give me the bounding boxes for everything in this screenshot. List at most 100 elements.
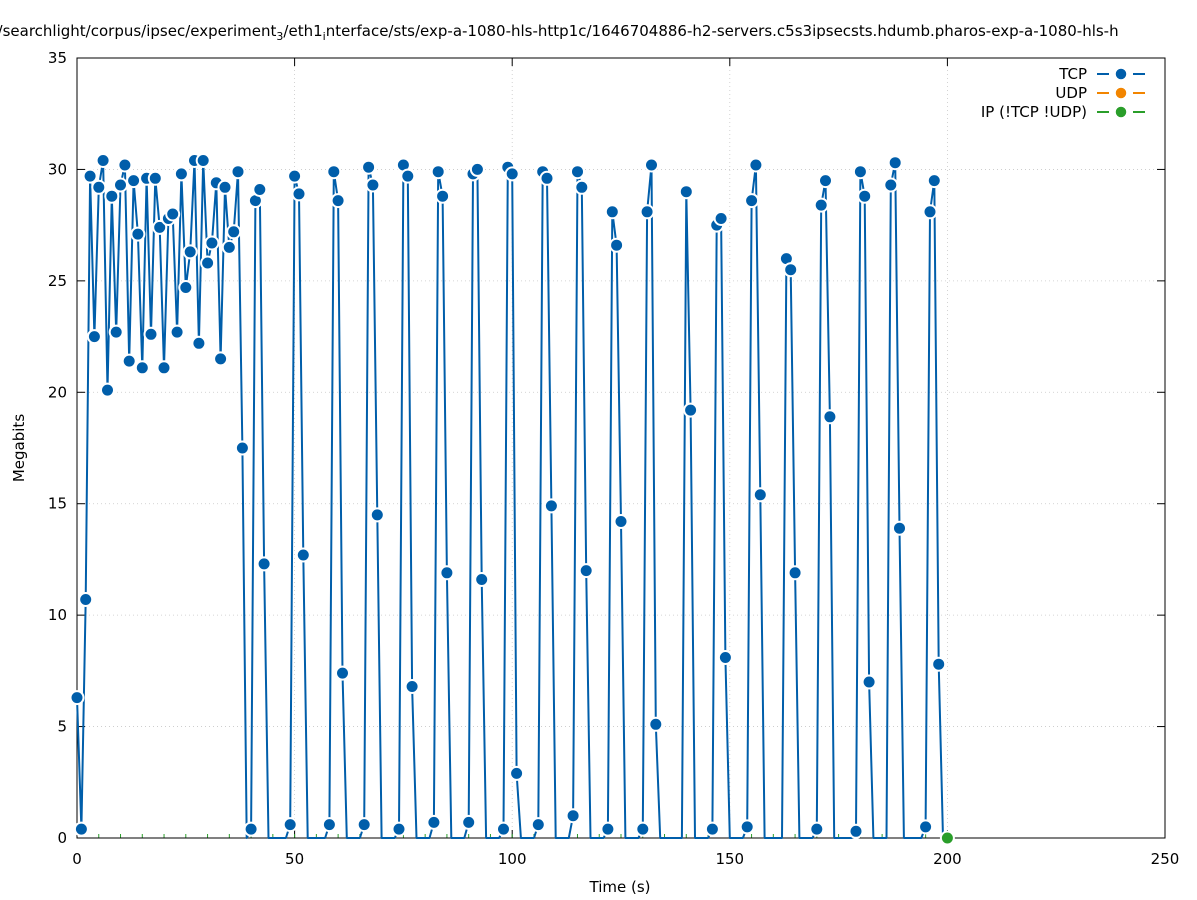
data-point xyxy=(321,817,337,833)
data-point xyxy=(117,157,133,173)
data-point xyxy=(469,161,485,177)
data-point xyxy=(539,170,555,186)
y-tick-label: 0 xyxy=(57,829,67,847)
data-point xyxy=(435,188,451,204)
data-point xyxy=(113,177,128,193)
data-point xyxy=(713,211,729,226)
title-subscript-2: i xyxy=(323,30,326,43)
x-tick-label: 0 xyxy=(72,850,82,868)
y-tick-label: 10 xyxy=(48,606,67,624)
data-point xyxy=(822,409,838,425)
data-point xyxy=(613,514,629,529)
data-point xyxy=(639,204,655,220)
data-point xyxy=(152,219,168,235)
data-point xyxy=(683,402,699,418)
data-point xyxy=(195,153,211,168)
data-point xyxy=(361,159,377,175)
legend-label: UDP xyxy=(1055,84,1087,102)
data-point xyxy=(134,360,150,376)
data-point xyxy=(609,237,625,253)
data-point xyxy=(474,572,490,587)
data-point xyxy=(69,690,85,706)
data-point xyxy=(648,716,664,732)
data-point xyxy=(156,360,172,376)
data-point xyxy=(857,188,873,204)
data-point xyxy=(748,157,764,173)
data-point xyxy=(918,819,934,835)
legend-item: UDP xyxy=(1055,84,1145,102)
y-tick-label: 20 xyxy=(48,383,67,401)
data-point xyxy=(200,255,216,271)
data-point xyxy=(121,353,137,369)
series-ip-tcp-udp xyxy=(939,830,955,846)
data-point xyxy=(82,168,98,184)
data-point xyxy=(256,556,272,572)
data-point xyxy=(813,197,829,213)
data-point xyxy=(326,164,342,180)
data-point xyxy=(752,487,768,503)
data-point xyxy=(678,184,694,200)
y-axis-label: Megabits xyxy=(10,414,28,482)
data-point xyxy=(191,335,207,351)
data-point xyxy=(931,656,947,672)
data-point xyxy=(330,193,346,209)
data-point xyxy=(717,650,733,665)
data-point xyxy=(365,177,381,193)
data-point xyxy=(430,164,446,180)
svg-text:0/searchlight/corpus/ipsec/exp: 0/searchlight/corpus/ipsec/experiment3/e… xyxy=(0,22,1119,43)
data-point xyxy=(226,224,242,240)
data-point xyxy=(356,817,372,833)
data-point xyxy=(926,173,942,189)
x-tick-label: 50 xyxy=(285,850,304,868)
y-tick-label: 35 xyxy=(48,49,67,67)
legend-marker xyxy=(1114,86,1128,100)
data-point xyxy=(861,674,877,690)
data-point xyxy=(461,814,477,830)
data-point xyxy=(234,440,250,456)
data-point xyxy=(922,204,938,220)
data-point xyxy=(143,326,159,342)
tick-labels: 0 50 100 150 200 250 0 5 10 15 20 25 30 35 xyxy=(48,49,1179,868)
data-point xyxy=(182,244,198,260)
data-point xyxy=(600,821,616,837)
x-tick-label: 100 xyxy=(498,850,527,868)
x-tick-label: 150 xyxy=(715,850,744,868)
data-point xyxy=(391,821,407,837)
y-tick-label: 25 xyxy=(48,272,67,290)
data-point xyxy=(173,166,189,182)
data-point xyxy=(126,173,142,189)
data-point xyxy=(287,168,303,184)
data-point xyxy=(404,679,420,694)
data-point xyxy=(787,565,803,581)
data-point xyxy=(604,204,620,220)
data-point xyxy=(400,168,416,184)
data-point xyxy=(147,170,163,186)
plot-border xyxy=(76,57,1166,839)
legend-marker xyxy=(1114,67,1128,81)
data-point xyxy=(217,179,233,195)
y-tick-label: 15 xyxy=(48,495,67,513)
data-point xyxy=(704,821,720,837)
data-point xyxy=(95,153,111,168)
data-point xyxy=(282,817,298,833)
data-point xyxy=(509,765,525,781)
data-point xyxy=(130,226,146,242)
data-point xyxy=(848,823,864,839)
legend-label: IP (!TCP !UDP) xyxy=(981,103,1087,121)
series-tcp xyxy=(69,153,947,839)
data-point xyxy=(204,235,220,251)
data-point xyxy=(635,821,651,837)
data-point xyxy=(165,206,181,222)
data-point xyxy=(809,821,825,837)
data-point xyxy=(100,382,115,398)
data-point xyxy=(295,547,311,563)
data-point xyxy=(644,157,659,173)
data-point xyxy=(426,814,442,830)
y-tick-label: 30 xyxy=(48,160,67,178)
data-point xyxy=(739,819,755,835)
data-point xyxy=(252,182,268,197)
data-point xyxy=(169,324,185,340)
data-point xyxy=(887,155,903,171)
